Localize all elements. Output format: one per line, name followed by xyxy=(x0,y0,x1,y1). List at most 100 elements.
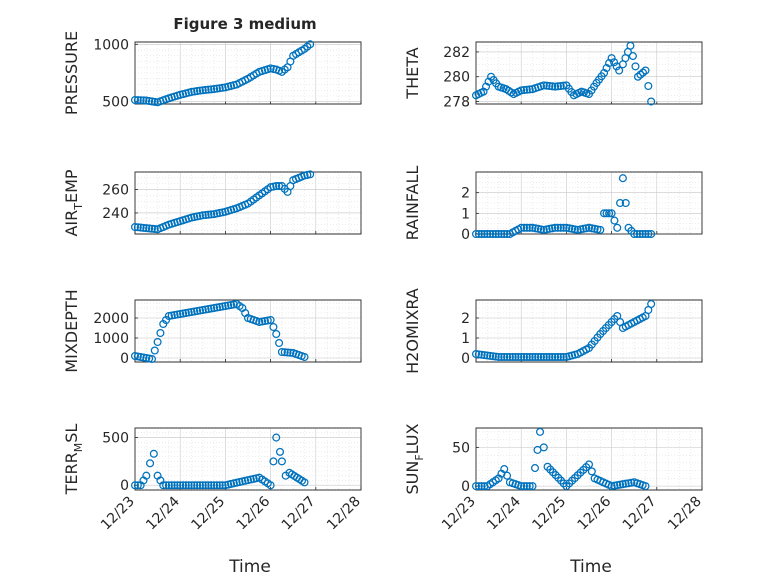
data-point xyxy=(539,352,548,362)
data-point xyxy=(528,223,537,232)
data-point xyxy=(181,308,190,318)
data-point xyxy=(215,84,224,93)
series-theta xyxy=(471,41,656,106)
data-point xyxy=(636,70,645,79)
data-point xyxy=(551,352,560,362)
data-point xyxy=(283,348,292,357)
data-point xyxy=(528,482,537,491)
data-point xyxy=(633,72,642,81)
plot-frame xyxy=(475,41,703,105)
plot-frame xyxy=(134,299,362,363)
data-point xyxy=(531,352,540,362)
data-point xyxy=(260,316,269,326)
data-point xyxy=(483,351,492,360)
data-point xyxy=(517,482,526,491)
data-point xyxy=(212,481,221,490)
data-point xyxy=(553,352,562,362)
data-point xyxy=(477,229,486,239)
data-point xyxy=(266,315,275,325)
x-tick-label: 12/24 xyxy=(143,493,183,533)
data-point xyxy=(139,96,148,105)
y-tick-label: 2 xyxy=(461,311,470,327)
data-point xyxy=(207,85,216,94)
x-tick-label: 12/28 xyxy=(324,494,364,534)
data-point xyxy=(162,481,171,490)
data-point xyxy=(621,198,630,208)
data-point xyxy=(133,223,142,232)
data-point xyxy=(621,479,630,488)
data-point xyxy=(195,306,205,315)
data-point xyxy=(164,311,173,321)
data-point xyxy=(133,481,142,490)
data-point xyxy=(551,223,560,232)
x-tick-label: 12/23 xyxy=(439,494,479,534)
data-point xyxy=(587,467,596,476)
y-tick-label: 0 xyxy=(461,351,470,367)
data-point xyxy=(486,229,495,239)
data-point xyxy=(556,223,565,232)
data-point xyxy=(616,198,625,208)
y-tick-label: 0 xyxy=(461,227,470,243)
data-point xyxy=(153,337,162,347)
data-point xyxy=(624,479,633,488)
data-point xyxy=(607,54,616,63)
data-point xyxy=(133,352,142,361)
data-point xyxy=(600,209,609,218)
data-point xyxy=(145,96,154,106)
data-point xyxy=(272,182,281,191)
data-point xyxy=(579,224,588,233)
data-point xyxy=(641,482,650,491)
data-point xyxy=(613,481,622,490)
data-point xyxy=(500,465,509,474)
data-point xyxy=(195,86,205,95)
data-point xyxy=(204,210,213,219)
data-point xyxy=(201,481,210,490)
data-point xyxy=(275,447,285,456)
data-point xyxy=(545,81,554,91)
subplot-rainfall: 0 1 2 RAINFALL xyxy=(403,166,703,243)
x-tick-label: 12/23 xyxy=(98,494,138,534)
data-point xyxy=(556,352,565,362)
data-point xyxy=(536,225,545,234)
data-point xyxy=(136,96,145,105)
data-point xyxy=(641,66,650,75)
plot-frame xyxy=(475,299,703,363)
x-tick-label: 12/26 xyxy=(234,493,274,533)
x-tick-label: 12/24 xyxy=(484,493,524,533)
data-point xyxy=(610,481,619,490)
y-tick-label: 0 xyxy=(120,351,129,367)
data-point xyxy=(565,224,574,233)
data-point xyxy=(201,210,210,220)
data-point xyxy=(562,223,571,232)
y-tick-label: 2000 xyxy=(93,311,129,327)
data-point xyxy=(210,303,219,313)
data-point xyxy=(584,223,594,232)
data-point xyxy=(207,304,216,313)
data-point xyxy=(221,301,230,311)
data-point xyxy=(474,350,483,359)
data-point xyxy=(164,481,173,490)
data-point xyxy=(269,322,278,332)
data-point xyxy=(615,66,624,75)
data-point xyxy=(193,481,202,490)
data-point xyxy=(534,352,543,362)
data-point xyxy=(607,209,616,218)
data-point xyxy=(539,225,548,234)
data-point xyxy=(136,223,145,232)
data-point xyxy=(150,97,159,106)
data-point xyxy=(613,223,622,232)
data-point xyxy=(130,95,140,105)
data-point xyxy=(224,301,233,310)
data-point xyxy=(545,224,554,233)
data-point xyxy=(130,222,140,232)
x-tick-label: 12/25 xyxy=(529,494,569,534)
y-tick-label: 260 xyxy=(102,183,129,199)
data-point xyxy=(147,224,156,233)
data-point xyxy=(530,464,540,473)
data-point xyxy=(605,209,614,218)
data-point xyxy=(229,300,238,309)
data-point xyxy=(190,87,199,96)
data-point xyxy=(184,308,193,317)
data-point xyxy=(630,229,639,239)
